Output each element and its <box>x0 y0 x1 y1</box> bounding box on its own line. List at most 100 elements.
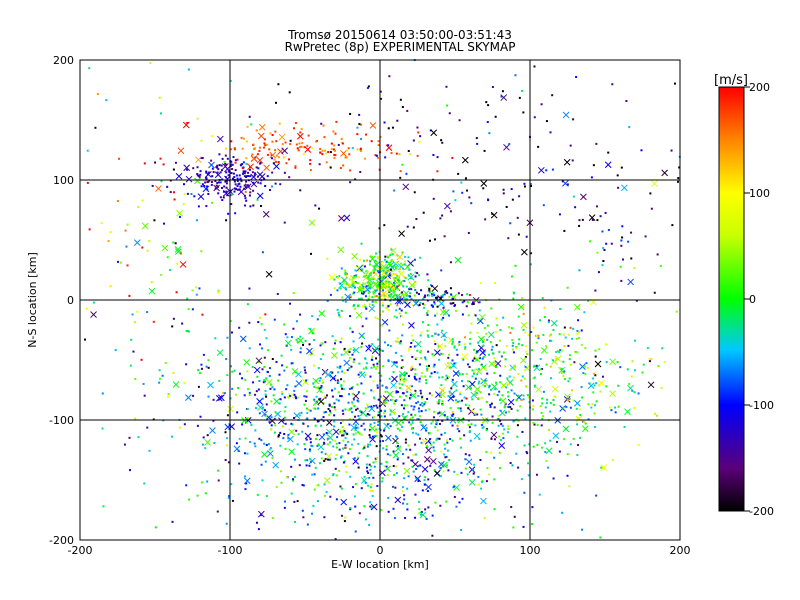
scatter-point <box>429 239 432 242</box>
scatter-point <box>420 289 423 292</box>
scatter-point <box>403 404 406 407</box>
scatter-point <box>369 505 372 508</box>
scatter-point <box>257 510 265 518</box>
scatter-point <box>609 358 617 366</box>
scatter-point <box>390 152 393 155</box>
scatter-point <box>320 342 323 345</box>
scatter-point <box>226 336 229 339</box>
scatter-point <box>226 374 229 377</box>
scatter-point <box>247 171 250 174</box>
scatter-point <box>451 359 454 362</box>
scatter-point <box>562 406 565 409</box>
scatter-point <box>527 334 530 337</box>
scatter-point <box>326 443 329 446</box>
scatter-point <box>507 326 510 329</box>
scatter-point <box>384 401 387 404</box>
scatter-point <box>344 436 347 439</box>
scatter-point <box>162 163 165 166</box>
scatter-point <box>443 453 446 456</box>
scatter-point <box>460 471 463 474</box>
scatter-point <box>360 433 363 436</box>
scatter-point <box>94 126 97 129</box>
scatter-point <box>571 337 574 340</box>
scatter-point <box>282 156 285 159</box>
scatter-point <box>83 338 86 341</box>
scatter-point <box>258 437 261 440</box>
scatter-point <box>563 229 566 232</box>
scatter-point <box>620 239 623 242</box>
scatter-point <box>446 104 449 107</box>
scatter-point <box>405 285 408 288</box>
scatter-point <box>258 316 261 319</box>
scatter-point <box>396 458 399 461</box>
scatter-point <box>371 355 374 358</box>
scatter-point <box>382 447 385 450</box>
scatter-point <box>409 272 412 275</box>
scatter-point <box>216 166 219 169</box>
scatter-point <box>578 219 581 222</box>
scatter-point <box>435 438 438 441</box>
scatter-point <box>234 212 237 215</box>
scatter-point <box>464 453 467 456</box>
scatter-point <box>539 368 542 371</box>
scatter-point <box>412 339 415 342</box>
scatter-point <box>316 444 319 447</box>
scatter-point <box>614 411 617 414</box>
scatter-point <box>301 430 304 433</box>
scatter-point <box>582 372 585 375</box>
scatter-point <box>441 141 444 144</box>
scatter-point <box>300 128 303 131</box>
scatter-point <box>278 417 285 425</box>
scatter-point <box>211 135 214 138</box>
scatter-point <box>556 350 559 353</box>
scatter-point <box>431 394 434 397</box>
scatter-point <box>190 192 193 195</box>
scatter-point <box>486 338 489 341</box>
scatter-point <box>539 319 542 322</box>
scatter-point <box>259 182 262 185</box>
scatter-point <box>439 297 442 300</box>
scatter-point <box>472 468 475 471</box>
scatter-point <box>397 276 400 279</box>
scatter-point <box>610 409 613 412</box>
scatter-point <box>319 358 322 361</box>
scatter-point <box>250 423 253 426</box>
scatter-point <box>444 447 447 450</box>
scatter-point <box>366 259 369 262</box>
scatter-point <box>574 206 577 209</box>
scatter-point <box>567 380 570 383</box>
scatter-point <box>616 361 619 364</box>
scatter-point <box>340 384 343 387</box>
scatter-point <box>597 271 600 274</box>
scatter-point <box>596 251 599 254</box>
scatter-point <box>364 282 367 285</box>
scatter-point <box>432 153 435 156</box>
scatter-point <box>348 367 351 370</box>
scatter-point <box>648 357 651 360</box>
scatter-point <box>319 377 322 380</box>
scatter-point <box>471 409 474 412</box>
scatter-point <box>244 183 252 191</box>
scatter-point <box>331 474 334 477</box>
scatter-point <box>202 353 205 356</box>
scatter-point <box>274 424 277 427</box>
scatter-point <box>307 425 310 428</box>
scatter-point <box>461 380 464 383</box>
scatter-point <box>466 363 469 366</box>
scatter-point <box>432 365 435 368</box>
scatter-point <box>481 336 484 339</box>
scatter-point <box>398 307 401 310</box>
scatter-point <box>334 467 337 470</box>
scatter-point <box>385 272 388 275</box>
scatter-point <box>292 127 295 130</box>
scatter-point <box>371 489 374 492</box>
scatter-point <box>453 495 456 498</box>
scatter-point <box>380 97 383 100</box>
scatter-point <box>275 154 278 157</box>
scatter-point <box>394 277 397 280</box>
scatter-point <box>358 512 361 515</box>
scatter-point <box>394 267 397 270</box>
scatter-point <box>484 327 487 330</box>
scatter-point <box>326 428 333 436</box>
scatter-point <box>338 275 341 278</box>
